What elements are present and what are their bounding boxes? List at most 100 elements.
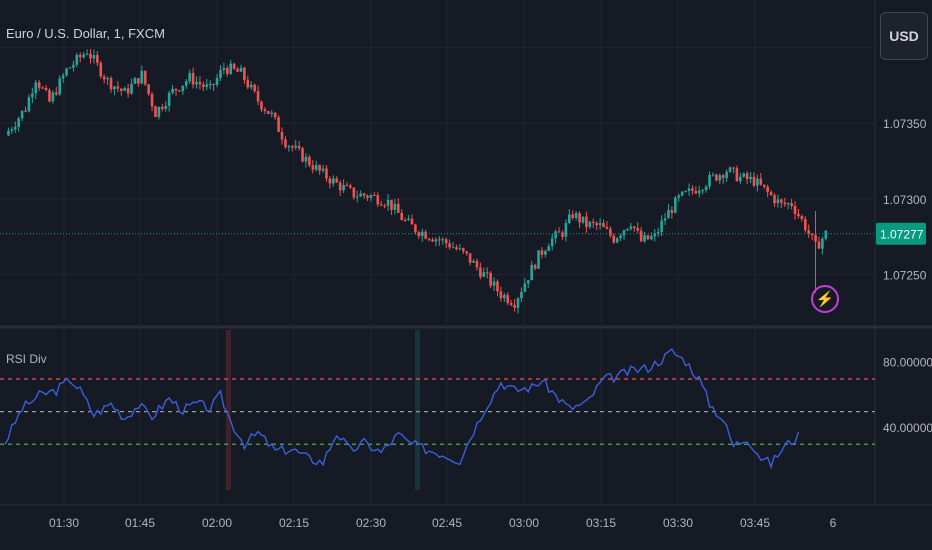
candle-body xyxy=(687,188,691,192)
candle-body xyxy=(31,93,34,98)
currency-button[interactable]: USD xyxy=(880,12,928,60)
candle-body xyxy=(188,72,191,82)
candle-body xyxy=(824,230,828,239)
candle-body xyxy=(102,76,106,80)
candle-body xyxy=(776,199,780,204)
candle-body xyxy=(34,82,38,94)
candle-body xyxy=(585,216,588,227)
candle-body xyxy=(451,247,455,249)
candle-body xyxy=(479,267,482,277)
candle-body xyxy=(461,248,465,252)
candle-body xyxy=(85,53,89,55)
price-tick-label: 1.07250 xyxy=(883,269,927,283)
candle-body xyxy=(496,281,499,292)
candle-body xyxy=(475,260,479,268)
time-tick-label: 01:30 xyxy=(49,516,79,530)
candle-body xyxy=(557,231,561,233)
candle-body xyxy=(427,238,431,240)
candle-body xyxy=(626,228,629,231)
candle-body xyxy=(465,251,468,254)
candle-body xyxy=(311,165,315,170)
candle-body xyxy=(684,191,687,193)
candle-body xyxy=(113,86,116,90)
candle-body xyxy=(615,238,619,243)
candle-body xyxy=(328,178,332,184)
candle-body xyxy=(219,69,222,78)
time-tick-label: 6 xyxy=(830,516,837,530)
candle-body xyxy=(123,88,126,91)
candle-body xyxy=(609,228,612,236)
candle-body xyxy=(701,190,704,192)
candle-body xyxy=(663,218,667,221)
candle-body xyxy=(284,139,287,148)
candle-body xyxy=(167,92,171,106)
candle-body xyxy=(27,97,31,112)
candle-body xyxy=(181,85,185,92)
candle-body xyxy=(629,226,633,229)
candle-body xyxy=(578,213,581,223)
candle-body xyxy=(143,70,147,85)
candle-body xyxy=(503,295,506,299)
candle-body xyxy=(564,223,568,237)
candle-body xyxy=(639,230,643,242)
time-tick-label: 02:45 xyxy=(432,516,462,530)
candle-body xyxy=(643,235,646,242)
candle-body xyxy=(335,178,339,183)
candle-body xyxy=(290,146,294,148)
candle-body xyxy=(530,264,533,281)
candle-body xyxy=(297,145,301,149)
candle-body xyxy=(44,87,48,91)
candle-body xyxy=(178,90,181,92)
candle-body xyxy=(301,148,304,162)
candle-body xyxy=(646,235,650,240)
candle-body xyxy=(246,80,250,88)
candle-body xyxy=(106,77,109,80)
candle-body xyxy=(632,226,636,229)
candle-body xyxy=(345,184,349,186)
candle-body xyxy=(390,199,393,210)
time-tick-label: 01:45 xyxy=(125,516,155,530)
last-price-label: 1.07277 xyxy=(880,228,924,242)
candle-body xyxy=(61,75,65,79)
candle-body xyxy=(708,174,711,187)
candle-body xyxy=(790,203,793,206)
candle-body xyxy=(489,272,492,286)
lightning-icon[interactable]: ⚡ xyxy=(811,285,839,313)
candle-body xyxy=(766,186,769,192)
candle-body xyxy=(349,185,352,188)
candle-body xyxy=(745,173,749,180)
candle-body xyxy=(82,54,85,58)
candle-body xyxy=(362,193,366,196)
candle-body xyxy=(325,168,328,179)
candle-body xyxy=(725,171,728,179)
candle-body xyxy=(526,280,530,284)
candle-body xyxy=(769,191,773,196)
candle-body xyxy=(756,178,759,186)
candle-body xyxy=(817,241,821,249)
candle-body xyxy=(667,210,670,219)
candle-body xyxy=(208,84,212,86)
candle-body xyxy=(821,238,824,249)
divergence-highlight xyxy=(415,330,420,490)
candle-body xyxy=(342,184,345,191)
candle-body xyxy=(366,195,369,198)
candle-body xyxy=(205,84,209,87)
candle-body xyxy=(13,126,17,130)
candle-body xyxy=(270,112,274,114)
candle-body xyxy=(448,243,451,248)
candle-body xyxy=(742,173,746,177)
candle-body xyxy=(55,92,58,95)
candle-body xyxy=(198,81,202,85)
candle-body xyxy=(280,131,284,140)
candle-body xyxy=(332,178,335,184)
candle-body xyxy=(533,264,537,269)
candle-body xyxy=(537,250,540,269)
candle-body xyxy=(704,186,708,191)
candle-body xyxy=(752,176,756,186)
candle-body xyxy=(759,178,763,185)
candle-body xyxy=(595,222,598,226)
candle-body xyxy=(403,219,407,221)
price-tick-label: 1.07350 xyxy=(883,117,927,131)
candle-body xyxy=(51,92,55,102)
